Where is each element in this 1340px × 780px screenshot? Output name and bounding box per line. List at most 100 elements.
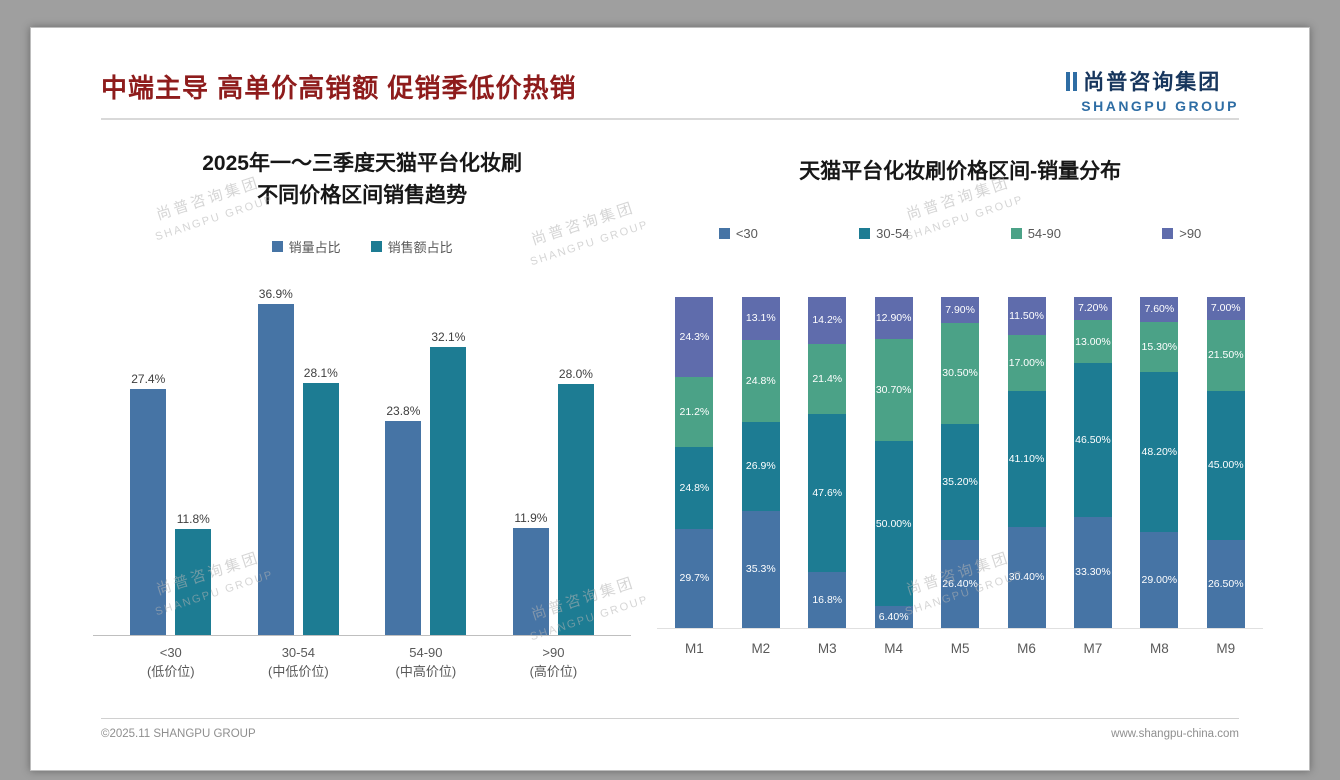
bar-wrap: 23.8% bbox=[385, 276, 422, 635]
bar-segment: 12.90% bbox=[874, 296, 913, 340]
bar-segment: 7.90% bbox=[941, 296, 980, 323]
legend-swatch-icon bbox=[370, 241, 382, 252]
category-label: M6 bbox=[1017, 640, 1036, 656]
segment-value-label: 45.00% bbox=[1207, 459, 1244, 472]
bar bbox=[130, 389, 167, 635]
legend-label: 30-54 bbox=[876, 225, 910, 241]
bar-segment: 21.50% bbox=[1206, 319, 1245, 391]
segment-value-label: 21.2% bbox=[679, 406, 710, 419]
segment-value-label: 30.50% bbox=[942, 367, 978, 380]
legend-item: <30 bbox=[718, 226, 758, 241]
segment-value-label: 13.1% bbox=[745, 312, 776, 325]
bar-segment: 6.40% bbox=[874, 606, 913, 628]
segment-value-label: 26.50% bbox=[1207, 577, 1244, 590]
bar-segment: 29.7% bbox=[675, 529, 714, 628]
segment-value-label: 21.4% bbox=[812, 372, 843, 385]
bar-wrap: 28.0% bbox=[557, 276, 594, 635]
stacked-bar-chart: 天猫平台化妆刷价格区间-销量分布 <30 30-54 54-90 >90 24.3% 2… bbox=[631, 134, 1263, 682]
stacked-column: 7.00% 21.50% 45.00% 26.50% bbox=[1206, 296, 1245, 628]
bar-segment: 26.40% bbox=[941, 540, 980, 628]
category-label: M1 bbox=[685, 640, 704, 656]
legend-label: 销售额占比 bbox=[387, 240, 453, 255]
bar-segment: 16.8% bbox=[808, 571, 847, 628]
bar-segment: 13.1% bbox=[741, 296, 780, 340]
bar-group: 24.3% 21.2% 24.8% 29.7% bbox=[661, 296, 727, 628]
bar-value-label: 36.9% bbox=[258, 286, 293, 301]
bar-segment: 21.2% bbox=[675, 376, 714, 448]
segment-value-label: 35.3% bbox=[745, 563, 776, 576]
segment-value-label: 26.40% bbox=[942, 577, 978, 590]
slide-footer: ©2025.11 SHANGPU GROUP www.shangpu-china… bbox=[101, 718, 1239, 740]
stacked-column: 7.20% 13.00% 46.50% 33.30% bbox=[1073, 296, 1112, 628]
bar-segment: 17.00% bbox=[1007, 334, 1046, 391]
segment-value-label: 12.90% bbox=[875, 311, 912, 324]
bar-segment: 24.8% bbox=[741, 339, 780, 422]
left-category-labels: <30 (低价位) 30-54 (中低价位) 54-90 (中高价位) >90 (高价位) bbox=[93, 644, 631, 682]
bar-group: 27.4% 11.8% bbox=[107, 276, 235, 635]
segment-value-label: 46.50% bbox=[1075, 434, 1111, 447]
bar-segment: 7.20% bbox=[1073, 296, 1112, 321]
left-chart-title: 2025年一～三季度天猫平台化妆刷 不同价格区间销售趋势 bbox=[93, 148, 631, 211]
bar-wrap: 36.9% bbox=[257, 276, 294, 635]
legend-item: 54-90 bbox=[1010, 226, 1061, 241]
bar-segment: 24.8% bbox=[675, 447, 714, 530]
stacked-column: 7.60% 15.30% 48.20% 29.00% bbox=[1140, 296, 1179, 628]
segment-value-label: 30.40% bbox=[1008, 571, 1045, 584]
bar-value-label: 27.4% bbox=[131, 372, 166, 387]
copyright-text: ©2025.11 SHANGPU GROUP bbox=[101, 728, 256, 740]
category-label: >90 (高价位) bbox=[529, 645, 578, 679]
bar-value-label: 11.8% bbox=[176, 512, 210, 527]
legend-swatch-icon bbox=[1010, 227, 1022, 239]
bar-segment: 46.50% bbox=[1073, 363, 1112, 518]
segment-value-label: 24.8% bbox=[745, 374, 776, 387]
bar-segment: 30.40% bbox=[1007, 526, 1046, 628]
category-label: M7 bbox=[1083, 640, 1103, 656]
segment-value-label: 41.10% bbox=[1008, 452, 1045, 465]
segment-value-label: 15.30% bbox=[1141, 340, 1178, 353]
bar-segment: 30.50% bbox=[941, 322, 980, 424]
bar-segment: 15.30% bbox=[1140, 321, 1179, 373]
bar bbox=[557, 383, 594, 635]
stacked-column: 12.90% 30.70% 50.00% 6.40% bbox=[874, 296, 913, 628]
left-chart-title-line1: 2025年一～三季度天猫平台化妆刷 bbox=[202, 152, 522, 175]
bar-group: 7.60% 15.30% 48.20% 29.00% bbox=[1126, 296, 1192, 628]
segment-value-label: 7.00% bbox=[1210, 302, 1241, 315]
category-label: 54-90 (中高价位) bbox=[395, 645, 457, 679]
bar-wrap: 11.8% bbox=[175, 276, 212, 635]
bar-segment: 13.00% bbox=[1073, 320, 1112, 364]
slide: 尚普咨询集团 SHANGPU GROUP 尚普咨询集团 SHANGPU GROUP 尚普… bbox=[30, 27, 1310, 771]
category-label: 30-54 (中低价位) bbox=[267, 645, 329, 679]
category-label: M9 bbox=[1216, 640, 1236, 656]
page-title: 中端主导 高单价高销额 促销季低价热销 bbox=[101, 73, 577, 103]
bar-wrap: 32.1% bbox=[430, 276, 467, 635]
segment-value-label: 7.90% bbox=[945, 303, 975, 316]
grouped-plot: 27.4% 11.8% 36.9% 28.1% 23.8% 32.1% 11.9% 28.0% bbox=[93, 276, 632, 636]
bar-group: 7.90% 30.50% 35.20% 26.40% bbox=[927, 296, 993, 628]
segment-value-label: 17.00% bbox=[1008, 356, 1045, 369]
stacked-column: 7.90% 30.50% 35.20% 26.40% bbox=[941, 296, 980, 628]
legend-label: >90 bbox=[1179, 225, 1202, 241]
bar bbox=[512, 528, 549, 635]
segment-value-label: 29.00% bbox=[1141, 573, 1178, 586]
segment-value-label: 11.50% bbox=[1009, 309, 1044, 322]
bar-group: 12.90% 30.70% 50.00% 6.40% bbox=[860, 296, 926, 628]
bar-group: 36.9% 28.1% bbox=[235, 276, 363, 635]
bar-segment: 11.50% bbox=[1007, 296, 1046, 335]
segment-value-label: 24.8% bbox=[679, 482, 710, 495]
segment-value-label: 26.9% bbox=[745, 460, 776, 473]
bar-wrap: 27.4% bbox=[130, 276, 167, 635]
category-label: M5 bbox=[950, 640, 970, 656]
right-category-labels: M1 M2 M3 M4 M5 M6 M7 M8 M9 bbox=[657, 639, 1263, 659]
bar bbox=[175, 529, 212, 635]
bar-segment: 26.50% bbox=[1206, 539, 1245, 628]
bar-segment: 7.00% bbox=[1206, 296, 1245, 320]
bar-wrap: 28.1% bbox=[302, 276, 339, 635]
legend-swatch-icon bbox=[859, 227, 871, 239]
right-chart-legend: <30 30-54 54-90 >90 bbox=[657, 226, 1263, 241]
bar-group: 23.8% 32.1% bbox=[362, 276, 490, 635]
legend-item: 销量占比 bbox=[271, 237, 341, 256]
grouped-bar-chart: 2025年一～三季度天猫平台化妆刷 不同价格区间销售趋势 销量占比 销售额占比 2… bbox=[93, 134, 632, 682]
stacked-column: 14.2% 21.4% 47.6% 16.8% bbox=[808, 296, 847, 628]
bar-group: 14.2% 21.4% 47.6% 16.8% bbox=[794, 296, 860, 628]
bar-segment: 35.20% bbox=[941, 423, 980, 541]
